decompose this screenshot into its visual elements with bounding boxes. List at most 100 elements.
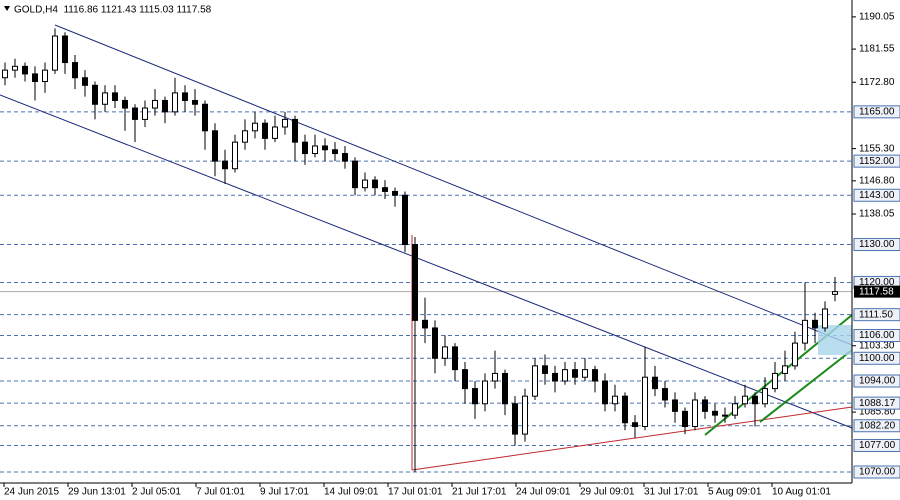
candle-body — [462, 369, 468, 390]
candle-body — [602, 380, 608, 405]
y-tick-label: 1190.05 — [859, 12, 895, 23]
candle-body — [382, 187, 388, 192]
candle-body — [512, 403, 518, 435]
candle-body — [112, 92, 118, 101]
y-tick-label: 1146.80 — [859, 175, 895, 186]
x-tick-label: 21 Jul 17:01 — [452, 487, 507, 498]
candle-body — [612, 395, 618, 405]
candle-body — [262, 122, 268, 139]
level-label-box — [853, 188, 900, 202]
candle-body — [802, 319, 808, 344]
level-label: 1130.00 — [859, 239, 895, 250]
candle-body — [62, 35, 68, 64]
level-label: 1100.00 — [859, 353, 895, 364]
level-label-box — [853, 438, 900, 452]
menu-triangle[interactable] — [4, 6, 10, 11]
level-label: 1070.00 — [859, 467, 896, 478]
time-axis-bg — [0, 483, 900, 500]
candle-body — [562, 369, 568, 382]
candle-body — [682, 410, 688, 428]
candle-body — [192, 99, 198, 105]
candle-body — [792, 342, 798, 367]
x-tick-label: 29 Jun 13:01 — [68, 487, 126, 498]
x-tick-label: 5 Aug 09:01 — [708, 487, 762, 498]
candle-body — [412, 244, 418, 321]
level-label-box — [853, 396, 900, 410]
candle-body — [642, 376, 648, 428]
candle-body — [42, 69, 48, 83]
candle-body — [622, 395, 628, 424]
candle-body — [632, 422, 638, 428]
candle-body — [202, 103, 208, 132]
candle-body — [442, 346, 448, 359]
level-label-box — [853, 351, 900, 365]
axis-labels: 1190.05 1181.55 1172.80 1155.30 1146.80 1138.… — [3, 12, 900, 498]
candle-body — [212, 130, 218, 162]
candle-body — [402, 194, 408, 246]
level-label: 1106.00 — [859, 330, 895, 341]
candle-body — [242, 130, 248, 143]
level-label: 1143.00 — [859, 190, 895, 201]
price-label: 1117.58 — [859, 286, 894, 297]
candle-body — [782, 365, 788, 374]
candle-body — [452, 346, 458, 371]
candle-body — [72, 62, 78, 79]
channel-lower — [0, 94, 853, 429]
candle-body — [162, 99, 168, 113]
candle-body — [142, 107, 148, 120]
candle-body — [232, 141, 238, 170]
candle-body — [222, 160, 228, 170]
candles — [2, 28, 838, 473]
candle-body — [692, 399, 698, 428]
candle-body — [542, 365, 548, 374]
level-label-box — [853, 465, 900, 479]
candle-body — [712, 410, 718, 416]
level-label-box — [853, 105, 900, 119]
level-label: 1082.20 — [859, 420, 896, 431]
trend-line — [759, 349, 853, 423]
candle-body — [652, 376, 658, 390]
candle-body — [742, 395, 748, 405]
x-tick-label: 29 Jul 09:01 — [580, 487, 635, 498]
level-label-box — [853, 374, 900, 388]
candle-body — [812, 319, 818, 329]
header: GOLD,H4 1116.86 1121.43 1115.03 1117.58 — [14, 5, 212, 16]
price-label-box — [854, 285, 900, 298]
candle-body — [702, 399, 708, 412]
levels — [0, 111, 852, 473]
candle-body — [762, 388, 768, 405]
candle-body — [822, 308, 828, 329]
x-tick-label: 24 Jul 09:01 — [516, 487, 571, 498]
candle-body — [272, 126, 278, 139]
level-label: 1165.00 — [859, 106, 895, 117]
x-tick-label: 24 Jun 2015 — [4, 487, 59, 498]
candle-body — [322, 145, 328, 151]
candle-body — [522, 395, 528, 435]
candle-body — [832, 291, 838, 295]
level-label-box — [853, 308, 900, 322]
level-label-box — [853, 154, 900, 168]
x-tick-label: 14 Jul 09:01 — [324, 487, 379, 498]
level-label-box — [853, 329, 900, 343]
candle-body — [392, 190, 398, 196]
x-tick-label: 10 Aug 01:01 — [772, 487, 831, 498]
zone — [818, 325, 852, 355]
candle-body — [152, 99, 158, 109]
y-tick-label: 1085.80 — [859, 407, 896, 418]
candle-body — [102, 92, 108, 105]
x-tick-label: 17 Jul 01:01 — [388, 487, 443, 498]
candle-body — [362, 179, 368, 189]
level-label-box — [853, 419, 900, 433]
candle-body — [352, 160, 358, 189]
channel-upper — [54, 24, 853, 346]
candle-body — [772, 372, 778, 390]
candle-body — [752, 395, 758, 405]
candle-body — [372, 179, 378, 189]
candle-body — [312, 145, 318, 155]
candle-body — [252, 122, 258, 132]
x-tick-label: 31 Jul 17:01 — [644, 487, 699, 498]
candle-body — [2, 69, 8, 79]
support-line — [411, 406, 853, 471]
